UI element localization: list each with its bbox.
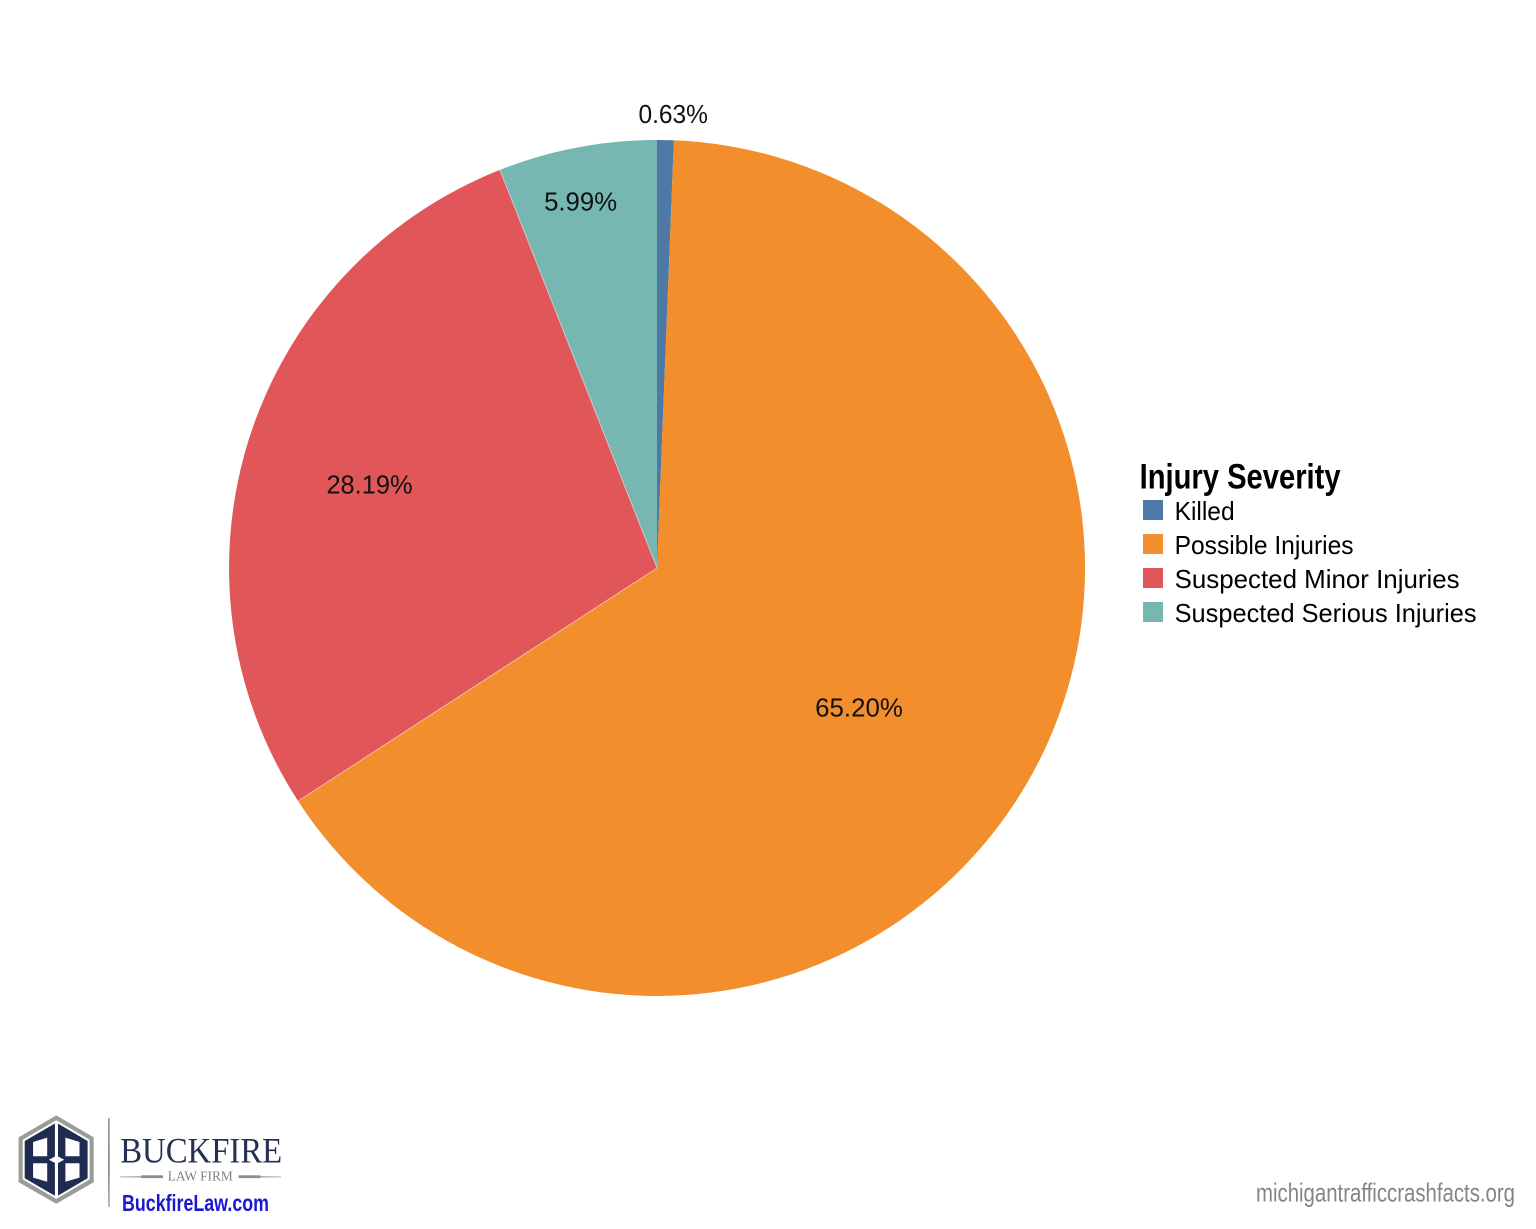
svg-text:BUCKFIRE: BUCKFIRE bbox=[120, 1131, 282, 1171]
svg-text:28.19%: 28.19% bbox=[326, 469, 412, 499]
svg-text:65.20%: 65.20% bbox=[815, 692, 903, 722]
svg-text:Suspected Minor Injuries: Suspected Minor Injuries bbox=[1175, 564, 1460, 594]
svg-text:Killed: Killed bbox=[1175, 496, 1235, 526]
svg-text:LAW FIRM: LAW FIRM bbox=[168, 1170, 234, 1185]
svg-text:5.99%: 5.99% bbox=[544, 186, 617, 216]
svg-text:0.63%: 0.63% bbox=[638, 99, 708, 129]
svg-text:michigantrafficcrashfacts.org: michigantrafficcrashfacts.org bbox=[1256, 1178, 1515, 1208]
svg-text:Injury Severity: Injury Severity bbox=[1140, 458, 1341, 497]
svg-text:Possible Injuries: Possible Injuries bbox=[1175, 530, 1354, 560]
svg-text:BuckfireLaw.com: BuckfireLaw.com bbox=[122, 1190, 269, 1216]
svg-text:Suspected Serious Injuries: Suspected Serious Injuries bbox=[1175, 598, 1477, 628]
